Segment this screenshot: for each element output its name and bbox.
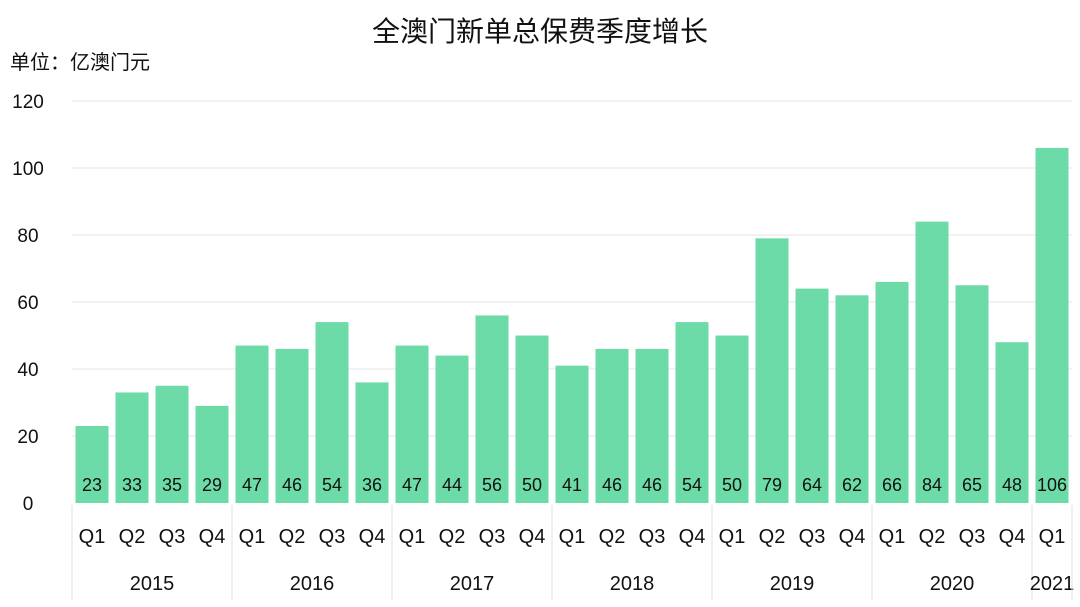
x-tick-label: Q4 bbox=[839, 526, 866, 548]
x-tick-label: Q2 bbox=[759, 526, 786, 548]
y-tick-label: 120 bbox=[12, 92, 44, 113]
x-tick-label: Q2 bbox=[279, 526, 306, 548]
data-label: 66 bbox=[882, 475, 902, 495]
data-label: 65 bbox=[962, 475, 982, 495]
x-tick-label: Q3 bbox=[959, 526, 986, 548]
x-tick-label: Q1 bbox=[79, 526, 106, 548]
data-label: 35 bbox=[162, 475, 182, 495]
data-label: 46 bbox=[282, 475, 302, 495]
year-label: 2021 bbox=[1030, 573, 1075, 595]
data-label: 54 bbox=[682, 475, 702, 495]
year-label: 2018 bbox=[610, 573, 655, 595]
year-label: 2017 bbox=[450, 573, 495, 595]
chart-title: 全澳门新单总保费季度增长 bbox=[371, 16, 708, 47]
x-tick-label: Q1 bbox=[1039, 526, 1066, 548]
data-label: 46 bbox=[642, 475, 662, 495]
x-tick-label: Q1 bbox=[719, 526, 746, 548]
x-tick-label: Q1 bbox=[239, 526, 266, 548]
bar bbox=[315, 322, 349, 503]
year-label: 2019 bbox=[770, 573, 815, 595]
bar bbox=[755, 238, 789, 503]
year-label: 2020 bbox=[930, 573, 975, 595]
bar bbox=[195, 405, 229, 503]
x-tick-label: Q1 bbox=[559, 526, 586, 548]
y-tick-label: 40 bbox=[17, 360, 38, 381]
unit-label: 单位：亿澳门元 bbox=[10, 52, 150, 74]
x-tick-label: Q2 bbox=[119, 526, 146, 548]
bar bbox=[115, 392, 149, 503]
bar bbox=[1035, 147, 1069, 503]
bar bbox=[875, 281, 909, 503]
data-label: 79 bbox=[762, 475, 782, 495]
bar bbox=[635, 348, 669, 503]
data-label: 106 bbox=[1037, 475, 1067, 495]
data-label: 23 bbox=[82, 475, 102, 495]
bar bbox=[275, 348, 309, 503]
data-label: 36 bbox=[362, 475, 382, 495]
x-tick-label: Q4 bbox=[519, 526, 546, 548]
data-label: 47 bbox=[402, 475, 422, 495]
data-label: 29 bbox=[202, 475, 222, 495]
y-tick-label: 80 bbox=[17, 226, 38, 247]
data-label: 48 bbox=[1002, 475, 1022, 495]
x-tick-label: Q3 bbox=[159, 526, 186, 548]
data-label: 54 bbox=[322, 475, 342, 495]
data-label: 62 bbox=[842, 475, 862, 495]
y-tick-label: 20 bbox=[17, 427, 38, 448]
bar bbox=[515, 335, 549, 503]
bar bbox=[675, 322, 709, 503]
bar bbox=[395, 345, 429, 503]
x-tick-label: Q2 bbox=[919, 526, 946, 548]
data-label: 44 bbox=[442, 475, 462, 495]
x-tick-label: Q3 bbox=[639, 526, 666, 548]
year-label: 2015 bbox=[130, 573, 175, 595]
x-tick-label: Q4 bbox=[359, 526, 386, 548]
bar bbox=[155, 385, 189, 503]
x-tick-label: Q4 bbox=[199, 526, 226, 548]
data-label: 50 bbox=[722, 475, 742, 495]
data-label: 64 bbox=[802, 475, 822, 495]
bar bbox=[795, 288, 829, 503]
data-label: 56 bbox=[482, 475, 502, 495]
data-label: 33 bbox=[122, 475, 142, 495]
y-tick-label: 0 bbox=[23, 494, 34, 515]
bar bbox=[995, 342, 1029, 503]
data-label: 84 bbox=[922, 475, 942, 495]
bar bbox=[915, 221, 949, 503]
bar bbox=[555, 365, 589, 503]
bar bbox=[595, 348, 629, 503]
x-tick-label: Q4 bbox=[999, 526, 1026, 548]
bar bbox=[235, 345, 269, 503]
bar bbox=[355, 382, 389, 503]
data-label: 46 bbox=[602, 475, 622, 495]
x-tick-label: Q3 bbox=[319, 526, 346, 548]
x-tick-label: Q1 bbox=[879, 526, 906, 548]
bar bbox=[475, 315, 509, 503]
x-tick-label: Q3 bbox=[479, 526, 506, 548]
x-tick-label: Q1 bbox=[399, 526, 426, 548]
bar bbox=[75, 425, 109, 503]
x-tick-label: Q2 bbox=[439, 526, 466, 548]
year-label: 2016 bbox=[290, 573, 335, 595]
bar bbox=[955, 285, 989, 503]
data-label: 47 bbox=[242, 475, 262, 495]
y-tick-label: 100 bbox=[12, 159, 44, 180]
x-tick-label: Q4 bbox=[679, 526, 706, 548]
x-tick-label: Q2 bbox=[599, 526, 626, 548]
bar bbox=[715, 335, 749, 503]
data-label: 50 bbox=[522, 475, 542, 495]
bar bbox=[835, 295, 869, 503]
y-tick-label: 60 bbox=[17, 293, 38, 314]
bar bbox=[435, 355, 469, 503]
x-tick-label: Q3 bbox=[799, 526, 826, 548]
data-label: 41 bbox=[562, 475, 582, 495]
